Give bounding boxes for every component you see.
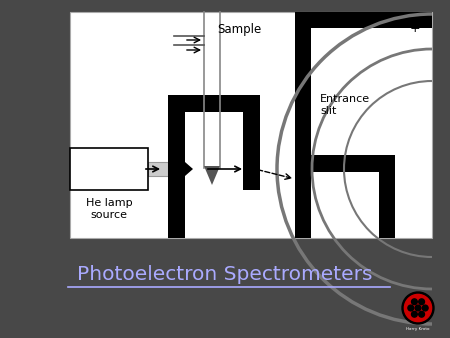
Circle shape: [411, 299, 417, 305]
Text: He lamp
source: He lamp source: [86, 198, 132, 220]
Text: Sample: Sample: [217, 24, 261, 37]
Bar: [70, 148, 148, 190]
Bar: [168, 190, 185, 238]
Polygon shape: [204, 166, 220, 185]
Circle shape: [418, 299, 424, 305]
Bar: [168, 95, 185, 190]
Bar: [295, 12, 311, 155]
Text: Entrance
slit: Entrance slit: [320, 94, 370, 116]
Bar: [148, 162, 168, 176]
Polygon shape: [185, 162, 193, 176]
Text: +: +: [410, 22, 420, 34]
Circle shape: [405, 294, 432, 321]
Text: Harry Kroto: Harry Kroto: [406, 327, 430, 331]
Circle shape: [411, 311, 417, 317]
Circle shape: [402, 292, 434, 324]
Circle shape: [418, 311, 424, 317]
Bar: [295, 155, 395, 172]
Bar: [168, 95, 260, 112]
Bar: [295, 172, 311, 238]
Bar: [295, 12, 432, 28]
Circle shape: [415, 305, 421, 311]
Circle shape: [422, 305, 428, 311]
Text: Photoelectron Spectrometers: Photoelectron Spectrometers: [77, 266, 373, 285]
Bar: [70, 12, 432, 238]
Circle shape: [408, 305, 414, 311]
Bar: [243, 95, 260, 190]
Bar: [379, 172, 395, 238]
